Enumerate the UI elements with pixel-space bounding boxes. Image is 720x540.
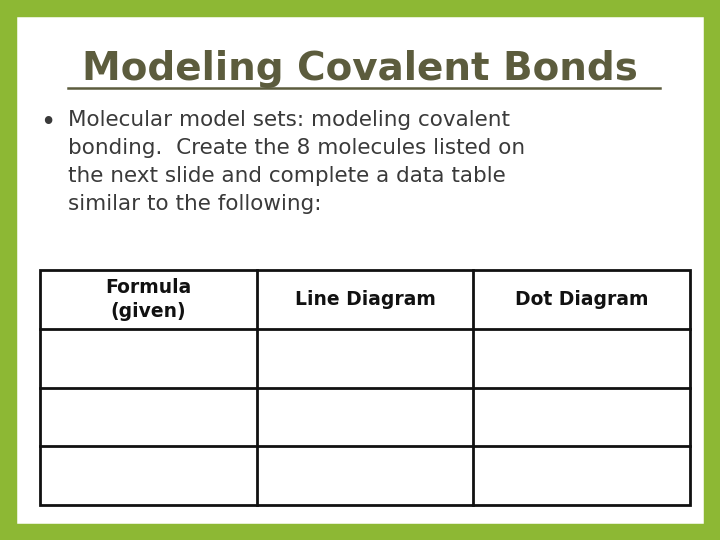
Bar [40,270,690,505]
Text: Molecular model sets: modeling covalent: Molecular model sets: modeling covalent [68,110,510,130]
Text: Formula
(given): Formula (given) [105,278,192,321]
Text: Dot Diagram: Dot Diagram [515,290,649,309]
Text: similar to the following:: similar to the following: [68,194,322,214]
Text: the next slide and complete a data table: the next slide and complete a data table [68,166,505,186]
Text: bonding.  Create the 8 molecules listed on: bonding. Create the 8 molecules listed o… [68,138,525,158]
Text: •: • [40,110,55,136]
Text: Line Diagram: Line Diagram [294,290,436,309]
Text: Modeling Covalent Bonds: Modeling Covalent Bonds [82,50,638,88]
